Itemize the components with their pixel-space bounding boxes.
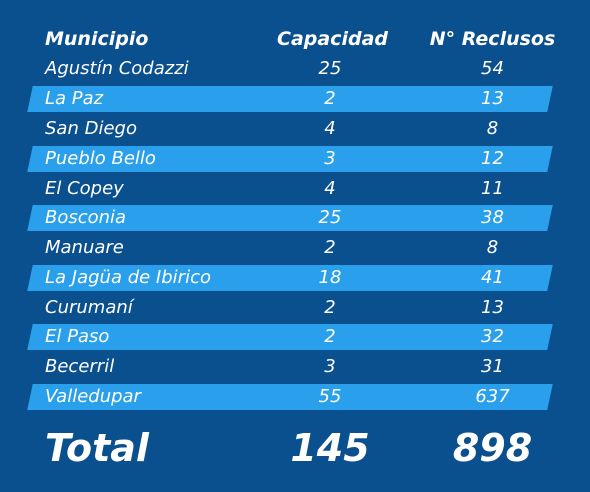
capacidad-cell: 2: [324, 88, 336, 109]
reclusos-cell: 13: [481, 297, 504, 318]
capacidad-cell: 2: [324, 297, 336, 318]
reclusos-cell: 54: [481, 58, 504, 79]
reclusos-cell: 13: [481, 88, 504, 109]
reclusos-cell: 11: [481, 178, 504, 199]
table-row: Valledupar 55 637: [0, 383, 590, 411]
municipio-cell: El Paso: [45, 326, 110, 347]
municipio-cell: Curumaní: [45, 297, 133, 318]
capacidad-cell: 3: [324, 356, 336, 377]
total-reclusos: 898: [452, 426, 533, 470]
reclusos-cell: 32: [481, 326, 504, 347]
municipio-cell: Valledupar: [45, 386, 141, 407]
header-capacidad: Capacidad: [277, 28, 388, 50]
municipio-cell: Bosconia: [45, 207, 127, 228]
capacidad-cell: 3: [324, 148, 336, 169]
capacidad-cell: 2: [324, 326, 336, 347]
municipio-cell: La Jagüa de Ibirico: [45, 267, 211, 288]
capacidad-cell: 4: [324, 178, 336, 199]
reclusos-cell: 38: [481, 207, 504, 228]
header-municipio: Municipio: [45, 28, 149, 50]
reclusos-cell: 8: [486, 237, 499, 258]
municipio-cell: El Copey: [45, 178, 124, 199]
municipio-cell: Agustín Codazzi: [45, 58, 189, 79]
reclusos-cell: 41: [481, 267, 504, 288]
table-header: Municipio Capacidad N° Reclusos: [0, 23, 590, 55]
table-row: La Jagüa de Ibirico 18 41: [0, 264, 590, 292]
table-row: La Paz 2 13: [0, 85, 590, 113]
table-row: Pueblo Bello 3 12: [0, 145, 590, 173]
municipio-cell: La Paz: [45, 88, 104, 109]
reclusos-cell: 637: [475, 386, 510, 407]
capacidad-cell: 18: [318, 267, 342, 288]
capacidad-cell: 4: [324, 118, 336, 139]
table-row: El Copey 4 11: [0, 175, 590, 203]
total-row: Total 145 898: [0, 420, 590, 476]
total-label: Total: [45, 426, 149, 470]
municipio-cell: San Diego: [45, 118, 137, 139]
table-row: Becerril 3 31: [0, 353, 590, 381]
table-row: Curumaní 2 13: [0, 294, 590, 322]
capacidad-cell: 55: [318, 386, 342, 407]
table-row: Bosconia 25 38: [0, 204, 590, 232]
table-row: Manuare 2 8: [0, 234, 590, 262]
table-row: Agustín Codazzi 25 54: [0, 55, 590, 83]
total-capacidad: 145: [290, 426, 370, 470]
municipio-cell: Pueblo Bello: [45, 148, 156, 169]
reclusos-cell: 8: [486, 118, 499, 139]
reclusos-cell: 12: [481, 148, 504, 169]
capacidad-cell: 2: [324, 237, 336, 258]
municipio-cell: Becerril: [45, 356, 115, 377]
table-row: San Diego 4 8: [0, 115, 590, 143]
reclusos-cell: 31: [481, 356, 504, 377]
table-row: El Paso 2 32: [0, 323, 590, 351]
municipio-cell: Manuare: [45, 237, 124, 258]
header-reclusos: N° Reclusos: [429, 28, 556, 50]
capacidad-cell: 25: [318, 207, 342, 228]
capacidad-cell: 25: [318, 58, 342, 79]
